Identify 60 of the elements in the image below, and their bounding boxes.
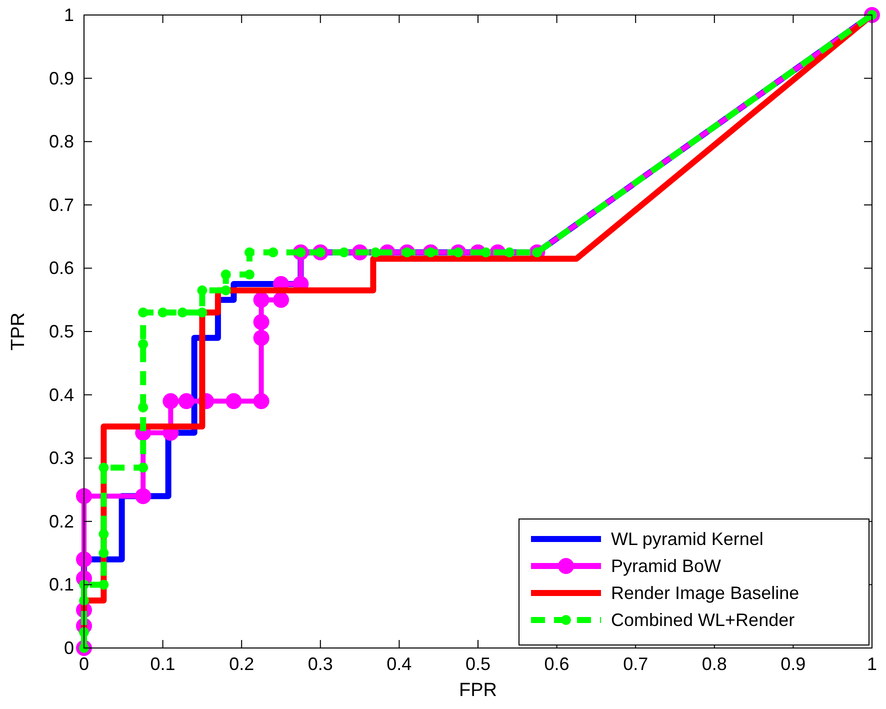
x-axis-title: FPR bbox=[459, 680, 497, 701]
point bbox=[138, 402, 148, 412]
x-tick-label: 0.7 bbox=[623, 654, 648, 674]
legend-label: Combined WL+Render bbox=[611, 610, 795, 630]
x-tick-label: 0.5 bbox=[465, 654, 491, 674]
point bbox=[220, 285, 231, 296]
point bbox=[220, 270, 231, 280]
point bbox=[76, 551, 92, 568]
x-tick-label: 0.3 bbox=[308, 654, 333, 674]
point bbox=[76, 488, 92, 504]
point bbox=[197, 308, 208, 318]
point bbox=[178, 393, 194, 410]
y-tick-label: 0.6 bbox=[48, 258, 74, 278]
point bbox=[273, 292, 289, 308]
x-tick-label: 0.2 bbox=[229, 654, 254, 674]
point bbox=[253, 292, 270, 308]
legend-label: WL pyramid Kernel bbox=[611, 529, 764, 549]
point bbox=[138, 462, 148, 473]
point bbox=[178, 308, 188, 318]
y-tick-label: 0.2 bbox=[48, 511, 74, 532]
point bbox=[226, 393, 242, 410]
point bbox=[253, 393, 270, 410]
y-tick-label: 0.4 bbox=[48, 384, 74, 405]
x-tick-label: 0 bbox=[78, 654, 90, 674]
point bbox=[197, 285, 208, 296]
x-tick-label: 0.4 bbox=[386, 654, 412, 674]
point bbox=[138, 339, 148, 350]
y-tick-label: 0.1 bbox=[48, 574, 74, 595]
point bbox=[339, 247, 350, 258]
y-tick-label: 0.7 bbox=[48, 194, 74, 215]
point bbox=[158, 308, 168, 318]
y-tick-label: 1 bbox=[64, 5, 74, 25]
point bbox=[244, 247, 254, 258]
x-tick-label: 0.6 bbox=[544, 654, 570, 674]
point bbox=[480, 247, 491, 258]
y-tick-label: 0.3 bbox=[48, 448, 74, 468]
legend-label: Pyramid BoW bbox=[611, 556, 722, 576]
y-tick-label: 0.5 bbox=[48, 322, 74, 342]
y-axis-title: TPR bbox=[8, 312, 29, 350]
point bbox=[162, 393, 179, 410]
point bbox=[370, 247, 381, 258]
x-tick-label: 0.1 bbox=[150, 654, 176, 674]
point bbox=[138, 308, 148, 318]
point bbox=[253, 330, 270, 346]
y-tick-label: 0.9 bbox=[48, 68, 74, 88]
point bbox=[135, 488, 152, 504]
legend-label: Render Image Baseline bbox=[611, 583, 800, 603]
x-tick-label: 0.8 bbox=[702, 654, 727, 674]
point bbox=[244, 270, 254, 280]
point bbox=[98, 529, 109, 540]
y-tick-label: 0.8 bbox=[48, 132, 74, 152]
point bbox=[98, 462, 109, 473]
point bbox=[268, 247, 278, 258]
x-tick-label: 1 bbox=[866, 654, 878, 674]
y-tick-label: 0 bbox=[64, 638, 74, 658]
point bbox=[504, 247, 515, 258]
point bbox=[253, 314, 270, 330]
x-tick-label: 0.9 bbox=[780, 654, 806, 674]
point bbox=[98, 548, 109, 558]
point bbox=[98, 580, 109, 590]
